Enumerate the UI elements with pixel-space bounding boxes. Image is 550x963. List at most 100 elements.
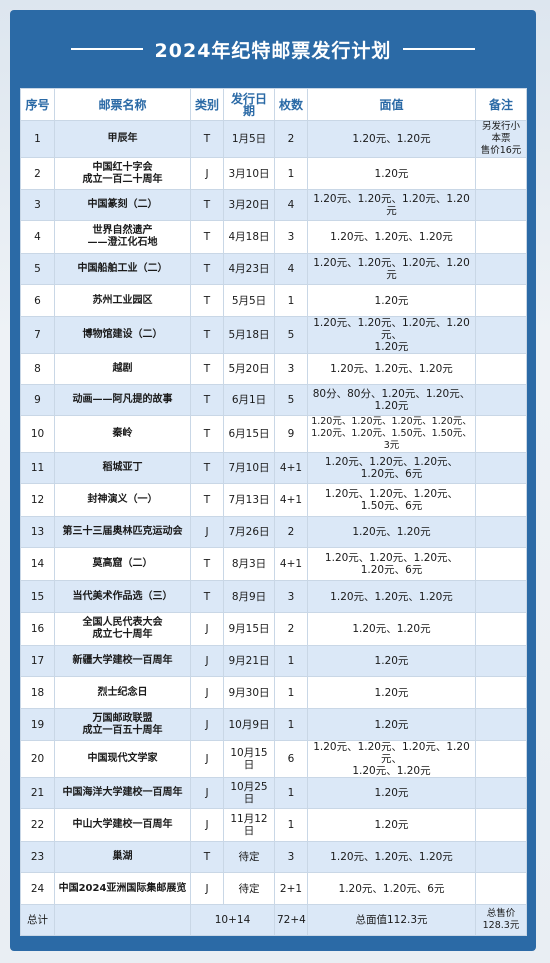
face-value-line: 1.20元、1.20元 — [352, 765, 431, 777]
stamp-count: 2 — [274, 516, 308, 548]
face-value-line: 1.20元、1.20元 — [352, 133, 431, 145]
face-value-line: 1.20元、6元 — [360, 468, 423, 480]
stamp-name-line: 中国红十字会 — [92, 161, 153, 173]
total-note-line: 128.3元 — [482, 920, 520, 931]
remark — [475, 841, 527, 873]
stamp-name-line: 莫高窟（二） — [92, 558, 153, 569]
face-value: 1.20元、1.20元、1.20元、1.20元 — [307, 253, 476, 285]
face-value: 1.20元、1.20元、1.20元、 1.50元、6元 — [307, 483, 476, 517]
stamp-name: 中国红十字会 成立一百二十周年 — [54, 157, 191, 190]
stamp-type: J — [190, 777, 224, 809]
total-row: 总计 10+14 72+4 总面值112.3元 总售价 128.3元 — [20, 904, 527, 936]
row-number: 2 — [20, 157, 55, 190]
issue-date: 7月26日 — [223, 516, 275, 548]
remark — [475, 253, 527, 285]
stamp-count: 6 — [274, 740, 308, 778]
table-row: 14 莫高窟（二） T 8月3日 4+1 1.20元、1.20元、1.20元、 1.20元、… — [20, 547, 527, 581]
remark — [475, 452, 527, 484]
remark — [475, 483, 527, 517]
stamp-name-line: 稻城亚丁 — [102, 462, 143, 473]
header-type: 类别 — [190, 88, 224, 121]
face-value-line: 1.20元、1.20元 — [352, 526, 431, 538]
stamp-table: 序号 邮票名称 类别 发行日期 枚数 面值 备注 1 甲辰年 T 1月5日 2 1.20元… — [20, 88, 527, 936]
stamp-name: 秦岭 — [54, 415, 191, 453]
stamp-name: 中国船舶工业（二） — [54, 253, 191, 285]
issue-date: 5月20日 — [223, 353, 275, 385]
face-value-line: 1.20元、1.20元、1.20元 — [330, 851, 453, 863]
remark — [475, 316, 527, 354]
title-divider-right — [403, 48, 476, 50]
stamp-name: 动画——阿凡提的故事 — [54, 384, 191, 416]
face-value: 1.20元、1.20元、1.20元、1.20元 — [307, 189, 476, 221]
face-value-line: 1.20元 — [374, 787, 409, 799]
stamp-name-line: 秦岭 — [112, 428, 133, 439]
remark — [475, 415, 527, 453]
table-row: 7 博物馆建设（二） T 5月18日 5 1.20元、1.20元、1.20元、1.20元、… — [20, 316, 527, 354]
table-row: 23 巢湖 T 待定 3 1.20元、1.20元、1.20元 — [20, 841, 527, 873]
face-value: 1.20元、1.20元、1.20元、1.20元、 1.20元、1.20元、1.50… — [307, 415, 476, 453]
stamp-name-line: 成立七十周年 — [92, 629, 153, 640]
table-row: 4 世界自然遗产 ——澄江化石地 T 4月18日 3 1.20元、1.20元、1.20元 — [20, 220, 527, 254]
face-value-line: 80分、80分、1.20元、1.20元、 — [312, 388, 471, 400]
face-value-line: 1.20元 — [374, 686, 409, 699]
stamp-name-line: 烈士纪念日 — [97, 686, 148, 698]
stamp-type: J — [190, 612, 224, 646]
face-value-line: 1.20元、1.20元、1.20元 — [330, 231, 453, 243]
face-value-line: 1.20元、1.20元、1.20元 — [330, 363, 453, 375]
row-number: 5 — [20, 253, 55, 285]
issue-date: 11月12日 — [223, 808, 275, 842]
remark: 另发行小本票 售价16元 — [475, 120, 527, 158]
face-value-line: 1.20元 — [374, 167, 409, 180]
row-number: 3 — [20, 189, 55, 221]
stamp-type: J — [190, 740, 224, 778]
stamp-name-line: 成立一百二十周年 — [82, 173, 163, 185]
stamp-name: 世界自然遗产 ——澄江化石地 — [54, 220, 191, 254]
stamp-name-line: 越剧 — [112, 363, 133, 374]
row-number: 1 — [20, 120, 55, 158]
stamp-name-line: 中国2024亚洲国际集邮展览 — [58, 882, 187, 894]
face-value-line: 1.20元、1.20元、1.20元、 — [324, 488, 459, 500]
stamp-count: 2 — [274, 120, 308, 158]
face-value: 80分、80分、1.20元、1.20元、 1.20元 — [307, 384, 476, 416]
row-number: 24 — [20, 872, 55, 905]
table-row: 6 苏州工业园区 T 5月5日 1 1.20元 — [20, 284, 527, 317]
row-number: 7 — [20, 316, 55, 354]
issue-date: 8月9日 — [223, 580, 275, 613]
table-row: 24 中国2024亚洲国际集邮展览 J 待定 2+1 1.20元、1.20元、6元 — [20, 872, 527, 905]
face-value-line: 1.20元 — [374, 718, 409, 731]
stamp-type: T — [190, 547, 224, 581]
row-number: 20 — [20, 740, 55, 778]
stamp-name-line: 中山大学建校一百周年 — [72, 819, 173, 830]
table-row: 2 中国红十字会 成立一百二十周年 J 3月10日 1 1.20元 — [20, 157, 527, 190]
face-value-line: 1.20元 — [374, 400, 409, 412]
stamp-name: 中国篆刻（二） — [54, 189, 191, 221]
stamp-name-line: ——澄江化石地 — [87, 237, 158, 248]
header-name: 邮票名称 — [54, 88, 191, 121]
face-value: 1.20元、1.20元 — [307, 516, 476, 548]
table-row: 1 甲辰年 T 1月5日 2 1.20元、1.20元 另发行小本票 售价16元 — [20, 120, 527, 158]
face-value: 1.20元、1.20元、1.20元、1.20元、 1.20元 — [307, 316, 476, 354]
stamp-plan-card: 2024年纪特邮票发行计划 序号 邮票名称 类别 发行日期 枚数 面值 备注 1… — [10, 10, 536, 951]
stamp-type: T — [190, 120, 224, 158]
face-value-line: 1.20元、6元 — [360, 564, 423, 576]
remark — [475, 284, 527, 317]
table-row: 8 越剧 T 5月20日 3 1.20元、1.20元、1.20元 — [20, 353, 527, 385]
stamp-type: T — [190, 483, 224, 517]
face-value-line: 1.20元、1.20元、1.20元 — [330, 590, 453, 603]
stamp-name-line: 新疆大学建校一百周年 — [72, 655, 173, 666]
stamp-type: T — [190, 384, 224, 416]
stamp-name-line: 苏州工业园区 — [92, 294, 153, 306]
face-value-line: 1.20元 — [374, 655, 409, 667]
stamp-name: 封神演义（一） — [54, 483, 191, 517]
total-note: 总售价 128.3元 — [475, 904, 527, 936]
table-row: 13 第三十三届奥林匹克运动会 J 7月26日 2 1.20元、1.20元 — [20, 516, 527, 548]
stamp-count: 5 — [274, 316, 308, 354]
remark — [475, 808, 527, 842]
table-row: 20 中国现代文学家 J 10月15日 6 1.20元、1.20元、1.20元、1.20元… — [20, 740, 527, 778]
stamp-count: 4 — [274, 189, 308, 221]
stamp-name-line: 中国船舶工业（二） — [77, 263, 168, 274]
table-row: 17 新疆大学建校一百周年 J 9月21日 1 1.20元 — [20, 645, 527, 677]
issue-date: 8月3日 — [223, 547, 275, 581]
row-number: 22 — [20, 808, 55, 842]
face-value: 1.20元 — [307, 708, 476, 741]
